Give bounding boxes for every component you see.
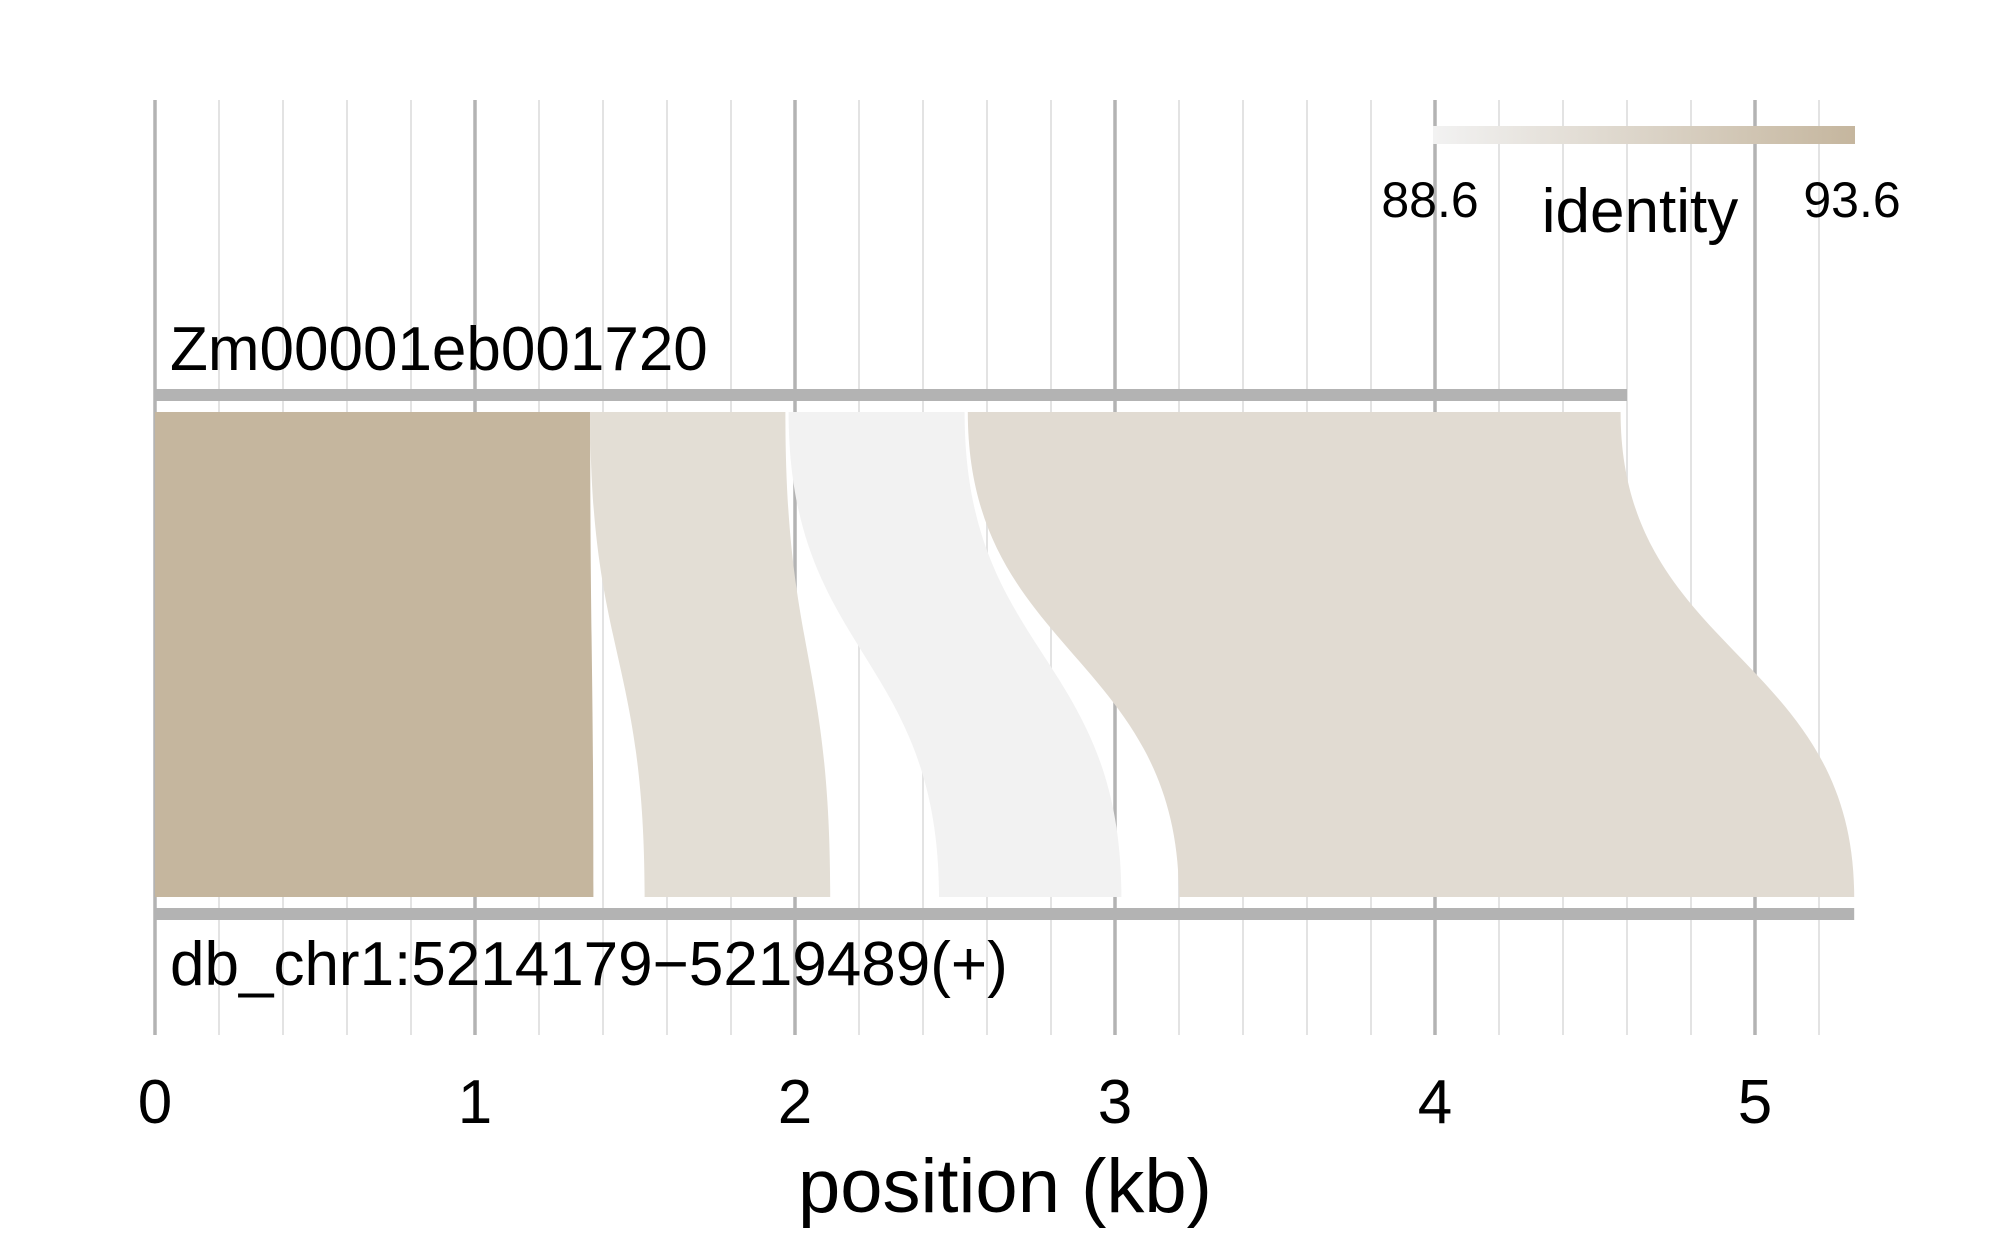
alignment-ribbon bbox=[967, 412, 1855, 897]
legend-max-label: 93.6 bbox=[1803, 172, 1900, 228]
alignment-ribbons bbox=[155, 412, 1855, 897]
alignment-ribbon bbox=[590, 412, 831, 897]
bottom-sequence-bar bbox=[155, 908, 1855, 920]
x-tick-label: 3 bbox=[1098, 1068, 1132, 1137]
alignment-ribbon bbox=[788, 412, 1122, 897]
top-sequence-label: Zm00001eb001720 bbox=[170, 315, 708, 384]
x-tick-label: 5 bbox=[1738, 1068, 1772, 1137]
x-tick-label: 1 bbox=[458, 1068, 492, 1137]
x-axis-ticks: 0 1 2 3 4 5 bbox=[138, 1068, 1772, 1137]
x-axis-title: position (kb) bbox=[798, 1144, 1212, 1229]
x-tick-label: 0 bbox=[138, 1068, 172, 1137]
x-tick-label: 2 bbox=[778, 1068, 812, 1137]
identity-legend: 88.6 identity 93.6 bbox=[1381, 126, 1901, 246]
top-sequence-bar bbox=[155, 389, 1627, 401]
identity-color-bar bbox=[1433, 126, 1855, 144]
x-tick-label: 4 bbox=[1418, 1068, 1452, 1137]
legend-min-label: 88.6 bbox=[1381, 172, 1478, 228]
bottom-sequence-label: db_chr1:5214179−5219489(+) bbox=[170, 930, 1008, 999]
alignment-ribbon bbox=[155, 412, 594, 897]
legend-title: identity bbox=[1542, 177, 1738, 246]
